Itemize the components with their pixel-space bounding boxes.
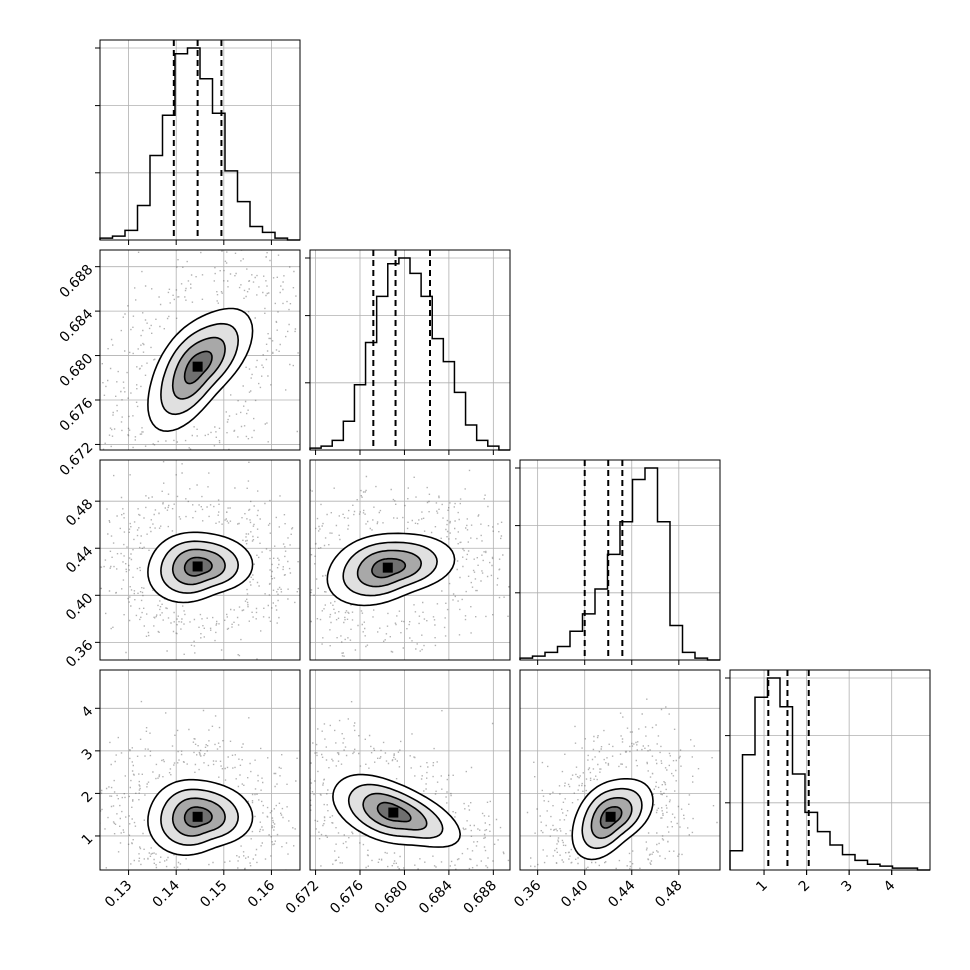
y-tick-label: 4: [79, 703, 97, 721]
density-peak: [192, 561, 203, 572]
pair-panel-0-3: [99, 669, 301, 871]
contour-line-3: [183, 350, 213, 385]
histogram-series-0: [99, 47, 300, 241]
density-peak: [382, 562, 393, 573]
histogram-series-1: [309, 257, 510, 451]
hist-panel-0: [95, 39, 301, 245]
panel-frame: [99, 669, 301, 871]
scatter-points: [101, 250, 300, 450]
contour-line-1: [160, 788, 240, 846]
x-tick-label: 0.48: [652, 878, 685, 911]
x-tick-label: 0.16: [245, 877, 278, 910]
y-tick-label: 0.676: [57, 395, 97, 435]
pair-panel-1-3: [309, 669, 511, 871]
panel-content: [310, 701, 510, 870]
panel-frame: [99, 249, 301, 451]
panel-content: [100, 700, 298, 870]
contour-line-3: [183, 556, 213, 577]
y-tick-label: 1: [79, 831, 97, 849]
contour-line-0: [326, 532, 456, 607]
y-tick-label: 2: [79, 788, 97, 806]
contour-line-1: [581, 787, 643, 850]
panel-frame: [99, 459, 301, 661]
contour-line-1: [342, 541, 438, 597]
scatter-points: [310, 469, 510, 657]
y-tick-label: 0.36: [63, 637, 96, 670]
x-tick-label: 0.40: [558, 878, 591, 911]
contour-line-2: [171, 336, 226, 400]
histogram-series-2: [519, 467, 720, 661]
contour-line-3: [371, 557, 407, 579]
panel-frame: [729, 669, 931, 871]
y-tick-label: 0.48: [63, 496, 96, 529]
density-peak: [605, 811, 616, 822]
contour-line-2: [356, 549, 423, 588]
contour-line-1: [347, 783, 444, 839]
panel-frame: [99, 39, 301, 241]
contour-line-1: [160, 322, 240, 416]
panel-frame: [519, 459, 721, 661]
hist-panel-2: [515, 459, 721, 665]
y-tick-label: 0.40: [63, 590, 96, 623]
x-tick-label: 0.676: [327, 877, 367, 917]
contour-line-3: [376, 801, 412, 823]
x-tick-label: 4: [881, 877, 899, 895]
contour-line-3: [599, 805, 623, 829]
contour-line-2: [171, 797, 226, 837]
y-tick-label: 0.44: [63, 543, 96, 576]
pair-panel-0-1: [99, 249, 301, 451]
contour-line-2: [590, 797, 633, 840]
panel-frame: [309, 459, 511, 661]
contour-line-0: [147, 778, 254, 856]
scatter-points: [100, 700, 298, 870]
hist-panel-1: [305, 249, 511, 455]
x-tick-label: 3: [838, 878, 856, 896]
y-tick-label: 0.680: [57, 351, 97, 391]
x-tick-label: 0.15: [197, 878, 230, 911]
x-tick-label: 0.672: [283, 878, 323, 918]
contour-line-0: [147, 307, 254, 433]
x-tick-label: 0.14: [150, 877, 183, 910]
pair-panel-2-3: [519, 669, 721, 871]
y-tick-label: 0.688: [57, 262, 97, 302]
contour-line-0: [147, 531, 254, 604]
y-tick-label: 0.672: [57, 439, 97, 479]
contour-line-2: [362, 792, 428, 831]
pair-panel-1-2: [309, 459, 511, 661]
panel-content: [310, 469, 510, 657]
x-tick-label: 1: [753, 878, 771, 896]
panel-frame: [309, 249, 511, 451]
panel-frame: [519, 669, 721, 871]
x-tick-label: 0.684: [416, 877, 456, 917]
contour-line-0: [332, 773, 462, 848]
density-peak: [388, 807, 399, 818]
contour-line-2: [171, 548, 226, 586]
panel-frame: [309, 669, 511, 871]
x-tick-label: 0.44: [605, 877, 638, 910]
contour-line-1: [160, 540, 240, 594]
panel-content: [100, 461, 300, 660]
x-tick-label: 0.688: [460, 878, 500, 918]
y-tick-label: 0.684: [57, 306, 97, 346]
x-tick-label: 0.13: [102, 878, 135, 911]
y-tick-label: 3: [79, 746, 97, 764]
scatter-points: [100, 461, 300, 660]
x-tick-label: 0.36: [511, 877, 544, 910]
x-tick-label: 0.680: [372, 878, 412, 918]
contour-line-0: [571, 778, 654, 861]
contour-line-3: [183, 806, 213, 828]
density-peak: [192, 811, 203, 822]
x-tick-label: 2: [796, 878, 814, 896]
panel-content: [101, 250, 300, 450]
panel-content: [526, 698, 718, 870]
hist-panel-3: [725, 669, 931, 875]
density-peak: [192, 361, 203, 372]
pair-panel-0-2: [99, 459, 301, 661]
histogram-series-3: [729, 677, 930, 871]
